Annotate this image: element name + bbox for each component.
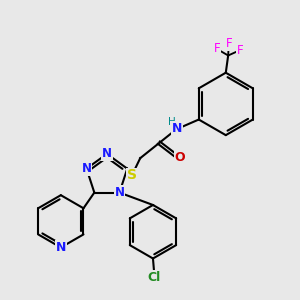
Text: H: H [168,117,176,127]
Text: N: N [82,162,92,175]
Text: S: S [127,168,137,182]
Text: N: N [115,186,124,199]
Text: F: F [226,37,232,50]
Text: Cl: Cl [148,271,161,284]
Text: N: N [172,122,183,135]
Text: F: F [237,44,243,57]
Text: O: O [174,152,185,164]
Text: N: N [56,241,66,254]
Text: F: F [214,42,220,56]
Text: N: N [102,147,112,161]
